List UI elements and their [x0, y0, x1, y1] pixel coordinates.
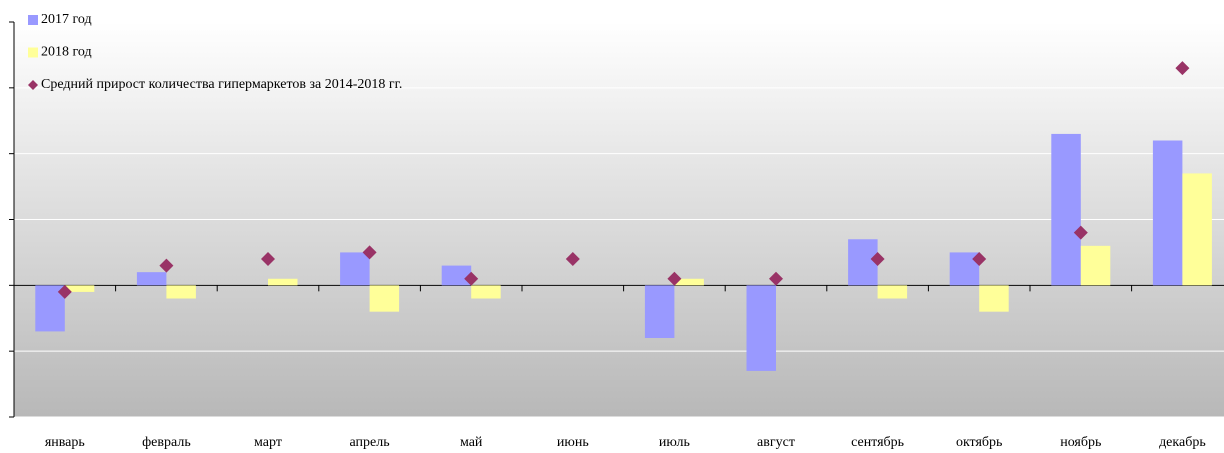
- legend-swatch: [28, 15, 38, 25]
- x-tick-label: май: [460, 435, 483, 450]
- bar: [340, 252, 370, 286]
- bar: [644, 285, 675, 338]
- legend-marker: [28, 80, 38, 90]
- marker: [261, 252, 275, 266]
- x-tick-label: декабрь: [1159, 435, 1206, 450]
- marker: [1073, 225, 1088, 240]
- legend-label: Средний прирост количества гипермаркетов…: [41, 77, 402, 92]
- x-tick-label: июль: [659, 435, 690, 450]
- legend-label: 2017 год: [41, 12, 92, 27]
- marker: [769, 271, 783, 286]
- bar: [471, 285, 501, 299]
- marker: [57, 284, 72, 299]
- bar: [369, 285, 400, 312]
- bar: [746, 285, 776, 371]
- x-tick-label: октябрь: [956, 435, 1003, 450]
- legend-label: 2018 год: [41, 45, 92, 60]
- marker: [565, 252, 580, 266]
- marker: [1175, 61, 1190, 76]
- marker: [464, 271, 479, 286]
- marker: [362, 245, 377, 260]
- legend-swatch: [28, 47, 38, 58]
- bar: [1152, 140, 1183, 286]
- bar: [877, 285, 908, 299]
- x-tick-label: март: [254, 435, 282, 450]
- x-tick-label: август: [757, 435, 795, 450]
- x-tick-label: ноябрь: [1060, 435, 1101, 450]
- marker: [159, 258, 174, 273]
- x-tick-label: июнь: [557, 435, 589, 450]
- bar: [1182, 173, 1212, 286]
- x-tick-label: апрель: [350, 435, 390, 450]
- x-tick-label: февраль: [142, 435, 191, 450]
- bar: [1080, 245, 1111, 286]
- x-tick-label: январь: [45, 435, 85, 450]
- marker: [870, 252, 885, 266]
- marker: [972, 252, 987, 266]
- bar: [1051, 133, 1081, 286]
- x-tick-label: сентябрь: [851, 435, 904, 450]
- marker: [667, 271, 682, 286]
- bar: [848, 239, 878, 286]
- bar: [166, 285, 196, 299]
- bar: [136, 272, 167, 286]
- bar: [441, 265, 472, 286]
- bar: [64, 285, 95, 292]
- bar: [268, 278, 298, 286]
- bar: [674, 278, 704, 286]
- bar: [979, 285, 1009, 312]
